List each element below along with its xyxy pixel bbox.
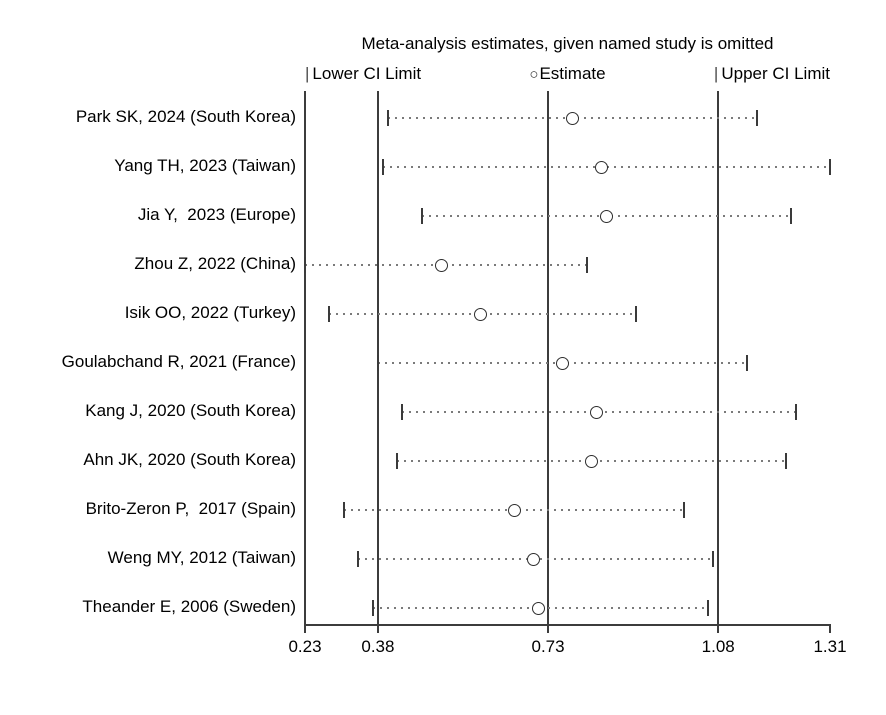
lower-ci-tick	[372, 600, 375, 616]
legend-lower-ci: | Lower CI Limit	[305, 64, 421, 84]
x-axis: 0.23 0.38 0.73 1.08 1.31	[288, 624, 847, 684]
lower-ci-tick	[304, 257, 306, 273]
estimate-marker	[507, 503, 521, 517]
upper-ci-tick	[746, 355, 749, 371]
upper-ci-tick	[790, 208, 793, 224]
x-axis-tick	[717, 624, 719, 633]
upper-ci-tick	[712, 551, 715, 567]
estimate-marker	[434, 258, 448, 272]
lower-ci-tick	[386, 110, 389, 126]
legend-estimate-label: Estimate	[539, 64, 606, 83]
estimate-marker	[595, 160, 609, 174]
axis-frame-line	[304, 91, 306, 624]
lower-ci-tick	[342, 502, 345, 518]
estimate-marker	[531, 601, 545, 615]
study-label: Park SK, 2024 (South Korea)	[75, 107, 296, 126]
study-label: Zhou Z, 2022 (China)	[134, 254, 296, 273]
chart-legend: | Lower CI Limit ○ Estimate | Upper CI L…	[305, 64, 830, 84]
x-axis-tick	[547, 624, 549, 633]
legend-upper-ci: | Upper CI Limit	[714, 64, 830, 84]
study-label: Theander E, 2006 (Sweden)	[82, 597, 296, 616]
plot-area	[304, 91, 831, 624]
legend-lower-ci-label: Lower CI Limit	[312, 64, 422, 83]
lower-ci-tick	[381, 159, 384, 175]
study-label: Brito-Zeron P, 2017 (Spain)	[85, 499, 296, 518]
estimate-marker	[599, 209, 613, 223]
lower-ci-tick	[328, 306, 331, 322]
chart-title: Meta-analysis estimates, given named stu…	[361, 34, 774, 53]
x-axis-tick-label: 0.38	[361, 637, 395, 656]
lower-ci-tick	[420, 208, 423, 224]
overall-reference-line	[547, 91, 549, 624]
x-axis-tick	[829, 624, 831, 633]
legend-upper-ci-label: Upper CI Limit	[721, 64, 830, 83]
x-axis-tick-label: 1.31	[813, 637, 847, 656]
upper-ci-tick-icon: |	[713, 64, 719, 83]
estimate-marker	[590, 405, 604, 419]
upper-ci-tick	[707, 600, 710, 616]
x-axis-tick-label: 0.23	[288, 637, 322, 656]
estimate-marker	[585, 454, 599, 468]
upper-ci-tick	[794, 404, 797, 420]
lower-ci-tick-icon: |	[305, 64, 310, 83]
study-label: Jia Y, 2023 (Europe)	[137, 205, 296, 224]
study-labels-column: Park SK, 2024 (South Korea) Yang TH, 2023…	[0, 0, 296, 660]
estimate-marker	[473, 307, 487, 321]
x-axis-tick	[304, 624, 306, 633]
estimate-marker	[556, 356, 570, 370]
study-label: Goulabchand R, 2021 (France)	[61, 352, 296, 371]
x-axis-tick	[377, 624, 379, 633]
upper-ci-tick	[756, 110, 759, 126]
estimate-circle-icon: ○	[529, 65, 539, 83]
upper-ci-tick	[585, 257, 588, 273]
study-label: Ahn JK, 2020 (South Korea)	[83, 450, 296, 469]
upper-ci-tick	[785, 453, 788, 469]
study-label: Yang TH, 2023 (Taiwan)	[114, 156, 296, 175]
x-axis-tick-label: 1.08	[701, 637, 735, 656]
overall-reference-line	[717, 91, 719, 624]
estimate-marker	[565, 111, 579, 125]
estimate-marker	[526, 552, 540, 566]
lower-ci-tick	[396, 453, 399, 469]
x-axis-line	[305, 624, 830, 626]
study-label: Isik OO, 2022 (Turkey)	[124, 303, 296, 322]
study-label: Kang J, 2020 (South Korea)	[85, 401, 296, 420]
study-label: Weng MY, 2012 (Taiwan)	[107, 548, 296, 567]
x-axis-tick-label: 0.73	[531, 637, 565, 656]
upper-ci-tick	[829, 159, 831, 175]
lower-ci-tick	[401, 404, 404, 420]
legend-estimate: ○ Estimate	[529, 64, 605, 84]
upper-ci-tick	[683, 502, 686, 518]
lower-ci-tick	[357, 551, 360, 567]
lower-ci-tick	[376, 355, 379, 371]
upper-ci-tick	[634, 306, 637, 322]
